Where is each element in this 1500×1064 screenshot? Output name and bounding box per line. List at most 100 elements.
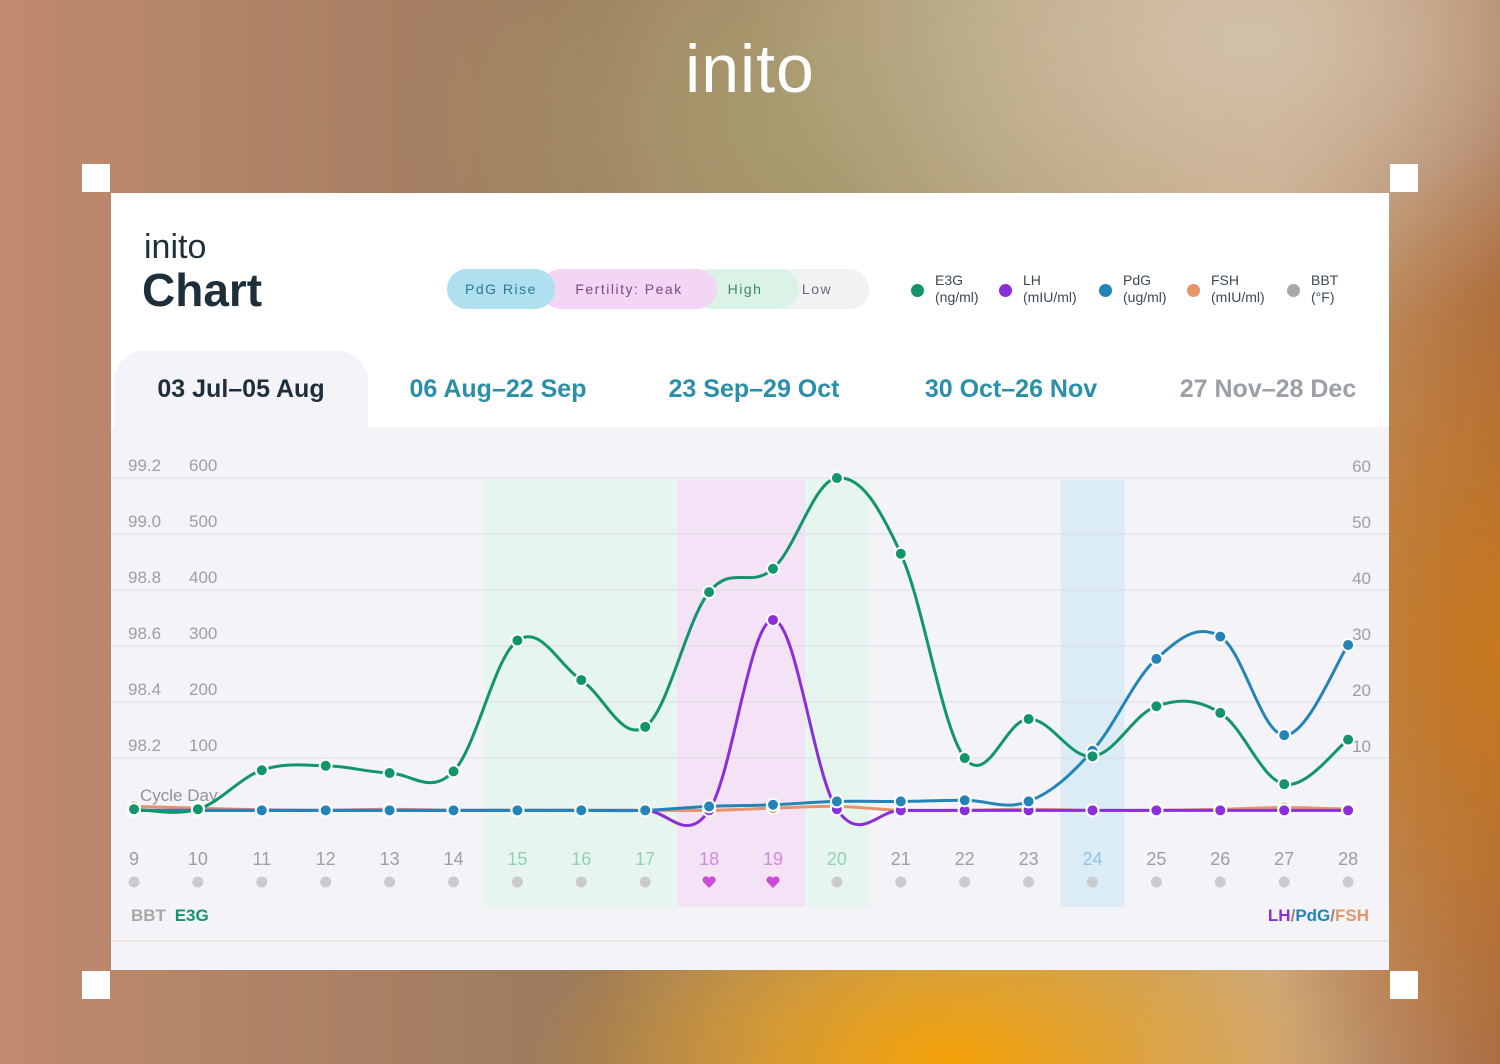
heart-icon <box>702 876 716 888</box>
day-marker-dot <box>1023 876 1035 888</box>
data-point-pdg <box>574 803 589 818</box>
x-tick-label: 26 <box>1210 849 1230 869</box>
day-marker-dot <box>128 876 140 888</box>
x-tick-label: 14 <box>443 849 463 869</box>
data-point-pdg <box>829 794 844 809</box>
series-legend: E3G (ng/ml) LH (mIU/ml) PdG (ug/ml) FSH … <box>911 271 1371 311</box>
right-axis-key-pdg: PdG <box>1295 906 1331 925</box>
data-point-pdg <box>766 797 780 812</box>
x-tick-label: 20 <box>827 849 847 869</box>
data-point-lh <box>766 612 780 627</box>
x-tick-label: 10 <box>188 849 208 869</box>
x-tick-label: 23 <box>1019 849 1039 869</box>
x-tick-label: 13 <box>380 849 400 869</box>
legend-unit: (ug/ml) <box>1123 289 1167 305</box>
cycle-tabs: 03 Jul–05 Aug 06 Aug–22 Sep 23 Sep–29 Oc… <box>111 351 1389 427</box>
data-point-e3g <box>254 763 269 778</box>
tab-cycle-2[interactable]: 06 Aug–22 Sep <box>381 351 615 427</box>
data-point-e3g <box>1085 749 1100 764</box>
x-tick-label: 19 <box>763 849 783 869</box>
x-tick-label: 9 <box>129 849 139 869</box>
tab-cycle-1[interactable]: 03 Jul–05 Aug <box>114 351 368 427</box>
y-tick-right: 20 <box>1352 681 1371 700</box>
crop-handle-bottom-right[interactable] <box>1390 971 1418 999</box>
x-tick-label: 24 <box>1082 849 1102 869</box>
data-point-e3g <box>766 561 780 576</box>
tab-label: 27 Nov–28 Dec <box>1179 374 1357 403</box>
x-tick-label: 21 <box>891 849 911 869</box>
phase-pill-peak: Fertility: Peak <box>541 269 717 309</box>
data-point-pdg <box>702 799 717 814</box>
data-point-pdg <box>510 803 525 818</box>
phase-pill-label: PdG Rise <box>465 281 537 297</box>
y-tick-right: 40 <box>1352 569 1371 588</box>
tab-label: 30 Oct–26 Nov <box>924 374 1098 403</box>
tab-cycle-4[interactable]: 30 Oct–26 Nov <box>897 351 1125 427</box>
day-marker-dot <box>895 876 907 888</box>
data-point-pdg <box>254 803 269 818</box>
phase-band <box>613 480 678 907</box>
legend-unit: (°F) <box>1311 289 1335 305</box>
data-point-lh <box>1213 803 1228 818</box>
divider <box>111 940 1389 942</box>
hormone-chart: 99.2 99.0 98.8 98.6 98.4 98.2 600 500 400 300 200 1… <box>111 456 1389 907</box>
series-line-pdg <box>132 630 1350 813</box>
day-marker-dot <box>1087 876 1098 888</box>
legend-unit: (mIU/ml) <box>1211 289 1265 305</box>
data-point-lh <box>1085 803 1100 818</box>
day-marker-dot <box>575 876 587 888</box>
crop-handle-top-right[interactable] <box>1390 164 1418 192</box>
y-tick-e3g: 200 <box>189 680 217 699</box>
x-tick-label: 25 <box>1146 849 1166 869</box>
x-axis-title: Cycle Day <box>140 786 218 805</box>
legend-name: BBT <box>1311 272 1339 288</box>
data-point-e3g <box>1021 712 1036 727</box>
phase-pill-label: High <box>727 281 763 297</box>
data-point-e3g <box>510 633 525 648</box>
chart-card: inito Chart Low High Fertility: Peak PdG… <box>111 193 1389 970</box>
phase-pill-label: Low <box>801 281 833 297</box>
phase-legend: Low High Fertility: Peak PdG Rise <box>447 269 869 309</box>
legend-dot-lh <box>999 284 1012 297</box>
day-marker-dot <box>1278 876 1290 888</box>
y-tick-right: 30 <box>1352 625 1371 644</box>
x-tick-label: 12 <box>316 849 336 869</box>
day-marker-dot <box>192 876 204 888</box>
legend-dot-e3g <box>911 284 924 297</box>
crop-handle-top-left[interactable] <box>82 164 110 192</box>
y-tick-e3g: 400 <box>189 568 217 587</box>
legend-unit: (ng/ml) <box>935 289 979 305</box>
tab-cycle-3[interactable]: 23 Sep–29 Oct <box>641 351 867 427</box>
phase-pill-label: Fertility: Peak <box>575 281 683 297</box>
tab-label: 23 Sep–29 Oct <box>668 374 840 403</box>
right-axis-key-sep: / <box>1290 906 1296 925</box>
legend-dot-pdg <box>1099 284 1112 297</box>
series-line-e3g <box>132 476 1350 814</box>
data-point-e3g <box>638 719 653 734</box>
data-point-lh <box>1277 803 1292 818</box>
data-point-e3g <box>1341 732 1356 747</box>
y-tick-e3g: 100 <box>189 736 217 755</box>
phase-band <box>549 480 614 907</box>
chart-area: 99.2 99.0 98.8 98.6 98.4 98.2 600 500 400 300 200 1… <box>111 427 1389 970</box>
legend-name: E3G <box>935 272 964 288</box>
y-tick-bbt: 99.0 <box>128 512 161 531</box>
phase-band <box>677 480 742 907</box>
x-tick-label: 18 <box>699 849 719 869</box>
crop-handle-bottom-left[interactable] <box>82 971 110 999</box>
x-tick-label: 27 <box>1274 849 1294 869</box>
y-tick-bbt: 98.2 <box>128 736 161 755</box>
data-point-e3g <box>382 766 397 781</box>
data-point-e3g <box>127 802 141 817</box>
data-point-pdg <box>1341 638 1356 652</box>
day-marker-dot <box>959 876 971 888</box>
legend-name: LH <box>1023 272 1041 288</box>
legend-dot-bbt <box>1287 284 1300 297</box>
heart-icon <box>766 876 780 888</box>
page-title: Chart <box>142 264 263 316</box>
tab-label: 06 Aug–22 Sep <box>409 374 587 403</box>
data-point-pdg <box>1021 794 1036 809</box>
right-axis-key-fsh: FSH <box>1335 906 1369 925</box>
x-tick-label: 17 <box>635 849 655 869</box>
tab-cycle-5[interactable]: 27 Nov–28 Dec <box>1155 351 1381 427</box>
